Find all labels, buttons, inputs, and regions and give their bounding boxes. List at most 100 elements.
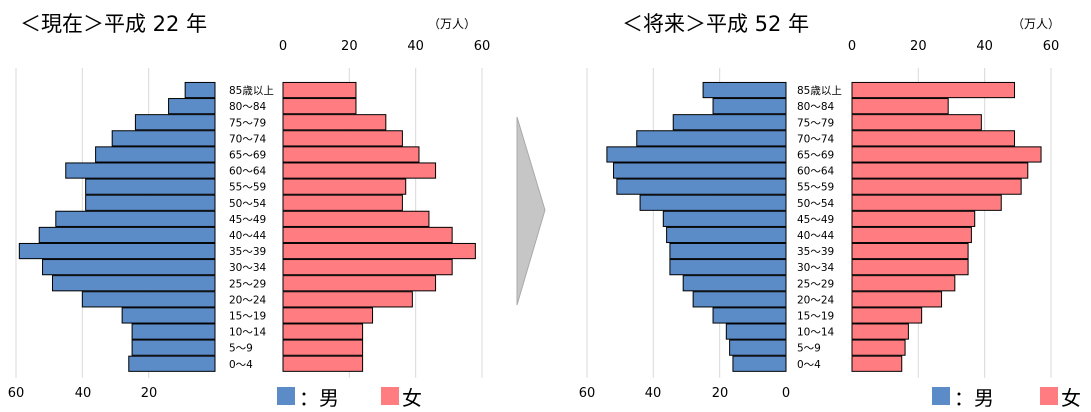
male-axis-tick-label: 60 <box>579 386 596 401</box>
age-group-label: 40～44 <box>797 230 835 242</box>
age-group-label: 20～24 <box>797 294 835 306</box>
male-bar <box>131 323 216 340</box>
male-bar <box>666 226 787 244</box>
male-axis-tick-label: 40 <box>75 386 92 401</box>
female-bar <box>851 307 923 324</box>
female-bar <box>282 339 364 356</box>
female-bar <box>851 146 1042 163</box>
female-bar <box>282 130 403 147</box>
age-group-label: 70～74 <box>229 133 267 145</box>
age-group-label: 30～34 <box>229 262 267 274</box>
legend-female-label: 女 <box>402 386 422 410</box>
legend-current: ：男 女 <box>277 386 422 410</box>
female-bar <box>851 323 909 340</box>
female-bar <box>851 162 1029 179</box>
legend-future: ：男 女 <box>932 386 1081 410</box>
female-bar <box>282 291 413 308</box>
male-bar <box>692 291 787 308</box>
age-group-label: 15～19 <box>229 310 266 322</box>
male-bar <box>613 162 787 179</box>
arrow-shape <box>516 116 546 306</box>
age-group-label: 30～34 <box>797 262 835 274</box>
female-bar <box>282 323 364 340</box>
male-bar <box>81 291 216 308</box>
male-bar <box>85 178 216 195</box>
female-bar <box>282 259 453 276</box>
age-group-label: 75～79 <box>797 117 834 129</box>
female-bar <box>282 81 357 99</box>
male-bar <box>168 98 216 115</box>
male-bar <box>729 339 787 356</box>
female-bar <box>851 194 1002 211</box>
female-axis-tick-label: 20 <box>341 39 358 54</box>
age-group-label: 85歳以上 <box>797 85 842 97</box>
legend-male-label: ：男 <box>954 386 994 410</box>
age-group-label: 50～54 <box>797 198 835 210</box>
male-bar <box>134 114 216 131</box>
male-bar <box>128 355 216 372</box>
female-axis-tick-label: 0 <box>279 39 287 54</box>
age-group-label: 40～44 <box>229 230 267 242</box>
female-bar <box>851 98 949 115</box>
female-axis-tick-label: 0 <box>848 39 856 54</box>
female-axis-tick-label: 40 <box>407 39 424 54</box>
male-bar <box>669 259 787 276</box>
age-group-label: 65～69 <box>229 149 266 161</box>
legend-male-swatch <box>277 387 295 405</box>
female-bar <box>851 130 1016 147</box>
male-bar <box>725 323 787 340</box>
age-group-label: 85歳以上 <box>229 85 274 97</box>
legend-female-label: 女 <box>1061 386 1081 410</box>
female-bar <box>851 275 956 292</box>
female-axis-tick-label: 60 <box>474 39 491 54</box>
age-group-label: 5～9 <box>229 343 253 355</box>
age-group-label: 35～39 <box>797 246 834 258</box>
age-group-label: 0～4 <box>797 359 821 371</box>
female-bar <box>282 98 357 115</box>
female-bar <box>851 226 972 244</box>
male-bar <box>636 130 787 147</box>
male-bar <box>42 259 216 276</box>
male-bar <box>672 114 787 131</box>
age-group-label: 20～24 <box>229 294 267 306</box>
male-bar <box>111 130 216 147</box>
male-axis-tick-label: 20 <box>141 386 158 401</box>
pyramid-future: ＜将来＞平成 52 年 （万人） 0 20 40 60 60 40 20 0 85歳以上 80～8… <box>579 12 1060 401</box>
age-group-label: 45～49 <box>229 214 266 226</box>
age-group-label: 80～84 <box>797 101 835 113</box>
female-axis-tick-label: 40 <box>976 39 993 54</box>
age-group-label: 70～74 <box>797 133 835 145</box>
female-bar <box>851 178 1022 195</box>
age-group-label: 15～19 <box>797 310 834 322</box>
male-bar <box>639 194 787 211</box>
unit-label-current: （万人） <box>428 17 476 31</box>
age-group-label: 55～59 <box>797 182 834 194</box>
male-bar <box>38 226 216 244</box>
male-bar <box>662 210 787 227</box>
female-bar <box>282 242 476 260</box>
female-bar <box>851 339 906 356</box>
female-bar <box>851 259 969 276</box>
age-group-label: 75～79 <box>229 117 266 129</box>
female-bar <box>851 242 969 260</box>
male-axis-tick-label: 0 <box>782 386 790 401</box>
female-axis-tick-label: 20 <box>910 39 927 54</box>
male-bar <box>65 162 216 179</box>
age-group-label: 60～64 <box>797 166 835 178</box>
male-bar <box>616 178 787 195</box>
male-bar <box>682 275 787 292</box>
legend-female-swatch <box>381 387 399 405</box>
male-axis-tick-label: 40 <box>645 386 662 401</box>
male-bar <box>131 339 216 356</box>
chart-title-future: ＜将来＞平成 52 年 <box>622 12 809 36</box>
female-axis-tick-label: 60 <box>1043 39 1060 54</box>
male-axis-tick-label: 20 <box>712 386 729 401</box>
legend-female-swatch <box>1040 387 1058 405</box>
age-group-label: 0～4 <box>229 359 253 371</box>
male-bar <box>95 146 216 163</box>
age-group-label: 25～29 <box>229 278 266 290</box>
male-axis-tick-label: 60 <box>8 386 25 401</box>
female-bar <box>282 210 430 227</box>
female-bar <box>851 81 1016 99</box>
